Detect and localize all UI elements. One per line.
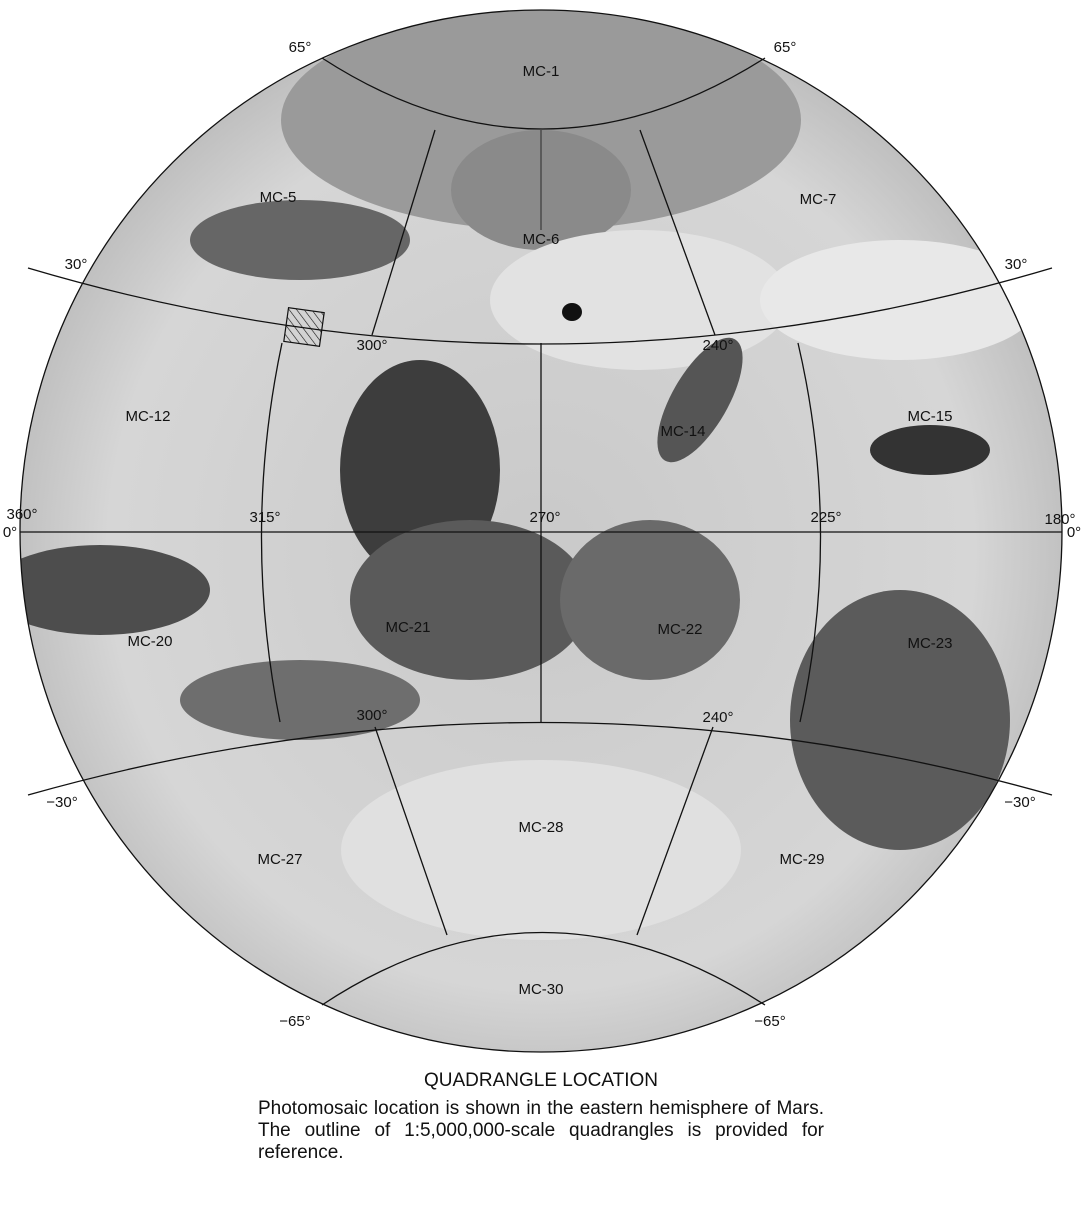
caption-title: QUADRANGLE LOCATION [423, 1070, 659, 1091]
quadrangle-label: MC-20 [127, 633, 172, 650]
meridian [797, 342, 822, 723]
grid-label: 225° [810, 509, 841, 526]
caption-text: Photomosaic location is shown in the eas… [258, 1098, 824, 1163]
lat-line [321, 931, 766, 1006]
grid-label: 360° [6, 506, 37, 523]
quadrangle-label: MC-27 [257, 851, 302, 868]
grid-label: 65° [774, 39, 797, 56]
quadrangle-grid [19, 9, 1063, 1053]
grid-label: 240° [702, 709, 733, 726]
quadrangle-label: MC-23 [907, 635, 952, 652]
meridian [374, 726, 448, 936]
quadrangle-label: MC-14 [660, 423, 705, 440]
photomosaic-location [283, 306, 325, 348]
grid-label: 180° [1044, 511, 1075, 528]
grid-label: 240° [702, 337, 733, 354]
quadrangle-label: MC-7 [800, 191, 837, 208]
lat-line [27, 721, 1053, 796]
meridian [371, 129, 436, 336]
labels: MC-1 MC-5 MC-6 MC-7 MC-12 MC-14 MC-15 MC-20 MC-2… [3, 39, 1081, 1030]
grid-label: 300° [356, 707, 387, 724]
quadrangle-label: MC-12 [125, 408, 170, 425]
quadrangle-label: MC-22 [657, 621, 702, 638]
quadrangle-label: MC-29 [779, 851, 824, 868]
grid-label: 0° [1067, 524, 1081, 541]
grid-label: −65° [754, 1013, 785, 1030]
grid-label: 65° [289, 39, 312, 56]
quadrangle-label: MC-15 [907, 408, 952, 425]
meridian [639, 129, 716, 336]
lat-line [321, 57, 766, 130]
quadrangle-label: MC-6 [523, 231, 560, 248]
quadrangle-label: MC-1 [523, 63, 560, 80]
quadrangle-label: MC-5 [260, 189, 297, 206]
grid-label: −65° [279, 1013, 310, 1030]
globe-outline [19, 9, 1063, 1053]
grid-label: 315° [249, 509, 280, 526]
quadrangle-label: MC-30 [518, 981, 563, 998]
grid-label: −30° [1004, 794, 1035, 811]
grid-label: 30° [65, 256, 88, 273]
meridian [636, 726, 714, 936]
grid-label: 30° [1005, 256, 1028, 273]
quadrangle-label: MC-28 [518, 819, 563, 836]
quadrangle-label: MC-21 [385, 619, 430, 636]
grid-label: −30° [46, 794, 77, 811]
meridian [260, 342, 283, 723]
grid-label: 0° [3, 524, 17, 541]
grid-label: 270° [529, 509, 560, 526]
grid-label: 300° [356, 337, 387, 354]
